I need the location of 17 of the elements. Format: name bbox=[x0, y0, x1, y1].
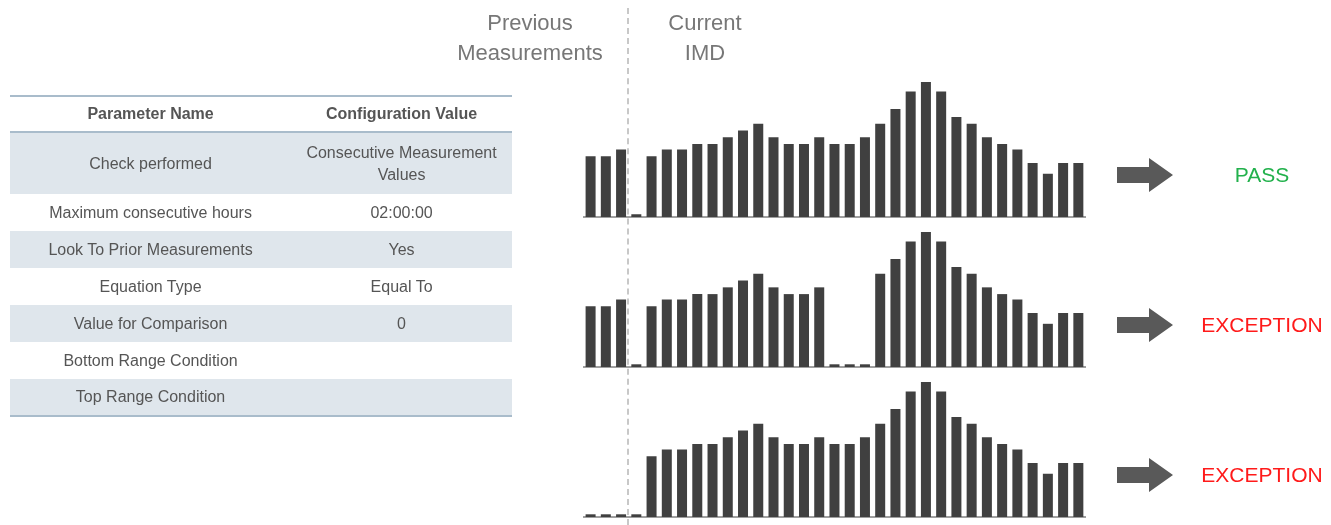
text: Configuration Value bbox=[325, 104, 479, 124]
category-label: Look To Prior Measurements bbox=[47, 239, 254, 260]
text: EXCEPTION bbox=[1201, 463, 1323, 486]
text: EXCEPTION bbox=[1201, 313, 1323, 336]
text: Previous Measurements bbox=[457, 10, 603, 65]
text: Current IMD bbox=[668, 10, 742, 65]
text: 02:00:00 bbox=[370, 203, 433, 221]
category-label: Maximum consecutive hours bbox=[48, 202, 253, 223]
category-label: Equation Type bbox=[98, 276, 203, 297]
category-label: Top Range Condition bbox=[74, 387, 227, 407]
text: Parameter Name bbox=[86, 104, 215, 124]
text: PASS bbox=[1234, 163, 1290, 186]
category-label: Value for Comparison bbox=[72, 313, 229, 334]
category-label: Check performed bbox=[88, 153, 213, 174]
shaded-row: Top Range Condition bbox=[10, 379, 512, 416]
category-label: Bottom Range Condition bbox=[62, 350, 239, 371]
text: Equal To bbox=[370, 277, 433, 295]
